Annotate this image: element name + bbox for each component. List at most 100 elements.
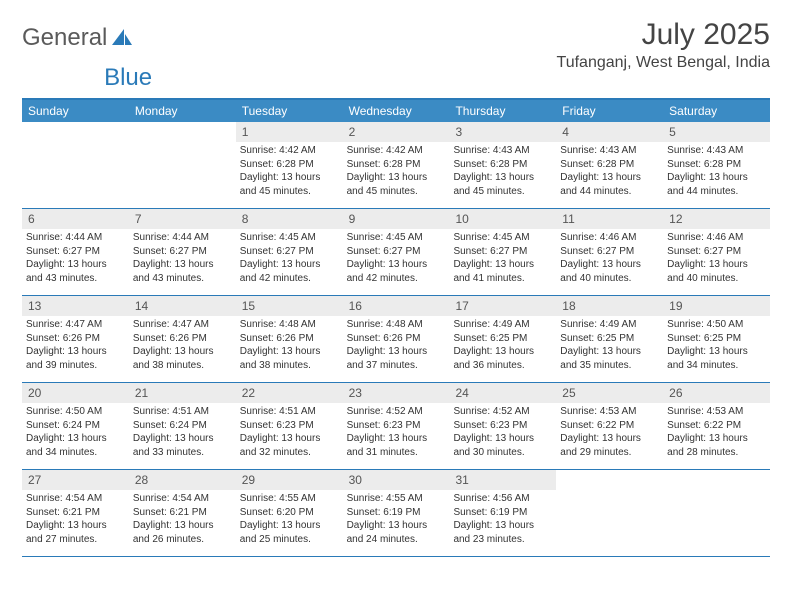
calendar-day: 27Sunrise: 4:54 AMSunset: 6:21 PMDayligh… (22, 470, 129, 556)
daylight-line: Daylight: 13 hours and 39 minutes. (26, 345, 125, 372)
sunrise-line: Sunrise: 4:51 AM (133, 405, 232, 419)
day-number: 14 (129, 296, 236, 316)
daylight-line: Daylight: 13 hours and 24 minutes. (347, 519, 446, 546)
calendar-day: 6Sunrise: 4:44 AMSunset: 6:27 PMDaylight… (22, 209, 129, 295)
calendar-day: 23Sunrise: 4:52 AMSunset: 6:23 PMDayligh… (343, 383, 450, 469)
calendar-day: 31Sunrise: 4:56 AMSunset: 6:19 PMDayligh… (449, 470, 556, 556)
daylight-line: Daylight: 13 hours and 41 minutes. (453, 258, 552, 285)
calendar-week: 13Sunrise: 4:47 AMSunset: 6:26 PMDayligh… (22, 296, 770, 383)
calendar-day: 4Sunrise: 4:43 AMSunset: 6:28 PMDaylight… (556, 122, 663, 208)
daylight-line: Daylight: 13 hours and 44 minutes. (667, 171, 766, 198)
calendar-day: . (129, 122, 236, 208)
day-body: Sunrise: 4:50 AMSunset: 6:25 PMDaylight:… (663, 316, 770, 378)
calendar-day: . (556, 470, 663, 556)
calendar-day: 25Sunrise: 4:53 AMSunset: 6:22 PMDayligh… (556, 383, 663, 469)
calendar-day: 15Sunrise: 4:48 AMSunset: 6:26 PMDayligh… (236, 296, 343, 382)
calendar-day: 11Sunrise: 4:46 AMSunset: 6:27 PMDayligh… (556, 209, 663, 295)
sunset-line: Sunset: 6:28 PM (560, 158, 659, 172)
daylight-line: Daylight: 13 hours and 38 minutes. (240, 345, 339, 372)
calendar-day: 2Sunrise: 4:42 AMSunset: 6:28 PMDaylight… (343, 122, 450, 208)
sunrise-line: Sunrise: 4:50 AM (26, 405, 125, 419)
day-number: 28 (129, 470, 236, 490)
sunrise-line: Sunrise: 4:50 AM (667, 318, 766, 332)
sunrise-line: Sunrise: 4:49 AM (453, 318, 552, 332)
sunset-line: Sunset: 6:28 PM (667, 158, 766, 172)
daylight-line: Daylight: 13 hours and 36 minutes. (453, 345, 552, 372)
sunrise-line: Sunrise: 4:45 AM (347, 231, 446, 245)
weekday-header: Monday (129, 100, 236, 122)
sunset-line: Sunset: 6:24 PM (133, 419, 232, 433)
calendar-day: 22Sunrise: 4:51 AMSunset: 6:23 PMDayligh… (236, 383, 343, 469)
logo: General (22, 18, 135, 52)
calendar-week: 6Sunrise: 4:44 AMSunset: 6:27 PMDaylight… (22, 209, 770, 296)
day-body: Sunrise: 4:54 AMSunset: 6:21 PMDaylight:… (22, 490, 129, 552)
day-body: Sunrise: 4:47 AMSunset: 6:26 PMDaylight:… (22, 316, 129, 378)
day-number: 24 (449, 383, 556, 403)
daylight-line: Daylight: 13 hours and 37 minutes. (347, 345, 446, 372)
calendar-day: 19Sunrise: 4:50 AMSunset: 6:25 PMDayligh… (663, 296, 770, 382)
sunrise-line: Sunrise: 4:44 AM (133, 231, 232, 245)
calendar-day: 13Sunrise: 4:47 AMSunset: 6:26 PMDayligh… (22, 296, 129, 382)
day-number: 29 (236, 470, 343, 490)
sunrise-line: Sunrise: 4:48 AM (347, 318, 446, 332)
weekday-header: Friday (556, 100, 663, 122)
day-body: Sunrise: 4:53 AMSunset: 6:22 PMDaylight:… (663, 403, 770, 465)
daylight-line: Daylight: 13 hours and 42 minutes. (347, 258, 446, 285)
day-number: 31 (449, 470, 556, 490)
sunset-line: Sunset: 6:26 PM (347, 332, 446, 346)
sunset-line: Sunset: 6:19 PM (453, 506, 552, 520)
day-body: Sunrise: 4:44 AMSunset: 6:27 PMDaylight:… (22, 229, 129, 291)
calendar-day: 26Sunrise: 4:53 AMSunset: 6:22 PMDayligh… (663, 383, 770, 469)
month-title: July 2025 (557, 18, 770, 52)
sunset-line: Sunset: 6:25 PM (453, 332, 552, 346)
day-number: 19 (663, 296, 770, 316)
logo-text-2: Blue (104, 64, 152, 92)
day-number: 5 (663, 122, 770, 142)
weekday-header: Wednesday (343, 100, 450, 122)
calendar-day: 8Sunrise: 4:45 AMSunset: 6:27 PMDaylight… (236, 209, 343, 295)
day-body: Sunrise: 4:54 AMSunset: 6:21 PMDaylight:… (129, 490, 236, 552)
day-number: 7 (129, 209, 236, 229)
day-body: Sunrise: 4:50 AMSunset: 6:24 PMDaylight:… (22, 403, 129, 465)
daylight-line: Daylight: 13 hours and 28 minutes. (667, 432, 766, 459)
weekday-header: Sunday (22, 100, 129, 122)
daylight-line: Daylight: 13 hours and 34 minutes. (667, 345, 766, 372)
calendar-day: 10Sunrise: 4:45 AMSunset: 6:27 PMDayligh… (449, 209, 556, 295)
weekday-header: Thursday (449, 100, 556, 122)
day-number: 4 (556, 122, 663, 142)
day-number: 2 (343, 122, 450, 142)
daylight-line: Daylight: 13 hours and 45 minutes. (240, 171, 339, 198)
day-body: Sunrise: 4:53 AMSunset: 6:22 PMDaylight:… (556, 403, 663, 465)
day-body: Sunrise: 4:55 AMSunset: 6:20 PMDaylight:… (236, 490, 343, 552)
sunset-line: Sunset: 6:26 PM (240, 332, 339, 346)
daylight-line: Daylight: 13 hours and 25 minutes. (240, 519, 339, 546)
daylight-line: Daylight: 13 hours and 45 minutes. (347, 171, 446, 198)
daylight-line: Daylight: 13 hours and 30 minutes. (453, 432, 552, 459)
sunrise-line: Sunrise: 4:43 AM (560, 144, 659, 158)
daylight-line: Daylight: 13 hours and 31 minutes. (347, 432, 446, 459)
calendar-day: 5Sunrise: 4:43 AMSunset: 6:28 PMDaylight… (663, 122, 770, 208)
day-body: Sunrise: 4:43 AMSunset: 6:28 PMDaylight:… (449, 142, 556, 204)
sunset-line: Sunset: 6:28 PM (240, 158, 339, 172)
daylight-line: Daylight: 13 hours and 43 minutes. (133, 258, 232, 285)
day-number: 23 (343, 383, 450, 403)
calendar-day: 3Sunrise: 4:43 AMSunset: 6:28 PMDaylight… (449, 122, 556, 208)
calendar-day: 1Sunrise: 4:42 AMSunset: 6:28 PMDaylight… (236, 122, 343, 208)
sunrise-line: Sunrise: 4:43 AM (453, 144, 552, 158)
sunset-line: Sunset: 6:22 PM (560, 419, 659, 433)
sunset-line: Sunset: 6:25 PM (560, 332, 659, 346)
sunset-line: Sunset: 6:27 PM (133, 245, 232, 259)
day-number: 13 (22, 296, 129, 316)
sunset-line: Sunset: 6:27 PM (26, 245, 125, 259)
day-body: Sunrise: 4:46 AMSunset: 6:27 PMDaylight:… (556, 229, 663, 291)
sunrise-line: Sunrise: 4:46 AM (667, 231, 766, 245)
day-number: 21 (129, 383, 236, 403)
sunset-line: Sunset: 6:27 PM (453, 245, 552, 259)
day-body: Sunrise: 4:43 AMSunset: 6:28 PMDaylight:… (556, 142, 663, 204)
daylight-line: Daylight: 13 hours and 45 minutes. (453, 171, 552, 198)
calendar-day: 28Sunrise: 4:54 AMSunset: 6:21 PMDayligh… (129, 470, 236, 556)
sunrise-line: Sunrise: 4:42 AM (347, 144, 446, 158)
daylight-line: Daylight: 13 hours and 27 minutes. (26, 519, 125, 546)
sunrise-line: Sunrise: 4:49 AM (560, 318, 659, 332)
calendar-day: 29Sunrise: 4:55 AMSunset: 6:20 PMDayligh… (236, 470, 343, 556)
